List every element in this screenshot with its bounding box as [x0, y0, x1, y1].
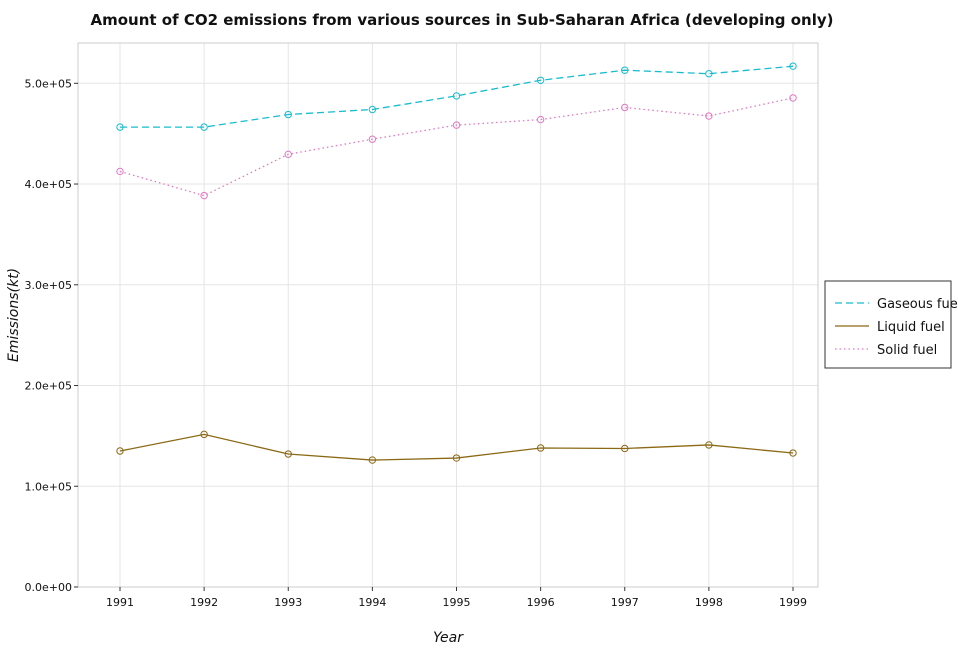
- liquid-fuel-point: [621, 444, 629, 453]
- solid-fuel-point: [200, 191, 208, 200]
- y-tick-label: 3.0e+05: [25, 279, 72, 292]
- x-tick-label: 1996: [527, 596, 555, 609]
- x-tick-label: 1992: [190, 596, 218, 609]
- solid-fuel-point: [116, 167, 124, 176]
- axis-layer: 0.0e+00 1.0e+05 2.0e+05 3.0e+05 4.0e+05 5.0e+…: [25, 77, 807, 609]
- solid-fuel-point: [705, 112, 713, 120]
- liquid-fuel-point: [368, 456, 377, 464]
- chart-title: Amount of CO2 emissions from various sou…: [90, 11, 833, 29]
- gaseous-fuel-point: [452, 92, 461, 100]
- series-layer: [116, 62, 797, 464]
- x-tick-label: 1999: [779, 596, 807, 609]
- solid-fuel-point: [368, 135, 377, 143]
- gaseous-fuel-point: [200, 123, 208, 131]
- grid-layer: [78, 43, 818, 588]
- solid-fuel-line: [119, 97, 794, 197]
- solid-fuel-point: [621, 103, 629, 112]
- solid-fuel-point: [284, 150, 292, 159]
- gaseous-fuel-point: [116, 123, 124, 131]
- gaseous-fuel-point: [368, 105, 377, 114]
- solid-fuel-point: [536, 115, 545, 124]
- y-tick-label: 2.0e+05: [25, 380, 72, 393]
- solid-fuel-point: [789, 94, 797, 102]
- liquid-fuel-point: [789, 449, 797, 457]
- gaseous-fuel-point: [621, 66, 629, 74]
- gaseous-fuel-point: [284, 110, 292, 119]
- gaseous-fuel-point: [705, 70, 713, 78]
- y-tick-label: 1.0e+05: [25, 480, 72, 493]
- y-tick-label: 4.0e+05: [25, 178, 72, 191]
- x-tick-label: 1998: [695, 596, 723, 609]
- x-tick-label: 1997: [611, 596, 639, 609]
- liquid-fuel-point: [200, 430, 208, 439]
- legend-box: [824, 280, 952, 369]
- x-tick-label: 1995: [443, 596, 471, 609]
- gaseous-fuel-legend-label: Gaseous fuel: [877, 297, 958, 312]
- y-tick-label: 5.0e+05: [25, 77, 72, 90]
- liquid-fuel-point: [452, 454, 461, 462]
- liquid-fuel-point: [284, 450, 292, 458]
- solid-fuel-legend-label: Solid fuel: [877, 343, 937, 358]
- x-tick-label: 1991: [106, 596, 134, 609]
- liquid-fuel-point: [116, 447, 124, 455]
- plot-background: [78, 43, 818, 587]
- liquid-fuel-line: [119, 433, 794, 461]
- gaseous-fuel-point: [789, 62, 797, 70]
- gaseous-fuel-line: [120, 65, 794, 128]
- gaseous-fuel-point: [536, 76, 545, 84]
- x-tick-label: 1993: [274, 596, 302, 609]
- liquid-fuel-point: [536, 444, 545, 452]
- solid-fuel-point: [452, 121, 461, 129]
- plot-frame: [77, 42, 819, 588]
- x-tick-label: 1994: [358, 596, 386, 609]
- y-tick-label: 0.0e+00: [25, 581, 72, 594]
- legend: Gaseous fuel Liquid fuel Solid fuel: [824, 280, 958, 369]
- y-axis-label: Emissions(kt): [6, 268, 22, 362]
- liquid-fuel-legend-label: Liquid fuel: [877, 320, 945, 335]
- x-axis-label: Year: [433, 630, 464, 646]
- liquid-fuel-point: [705, 441, 713, 449]
